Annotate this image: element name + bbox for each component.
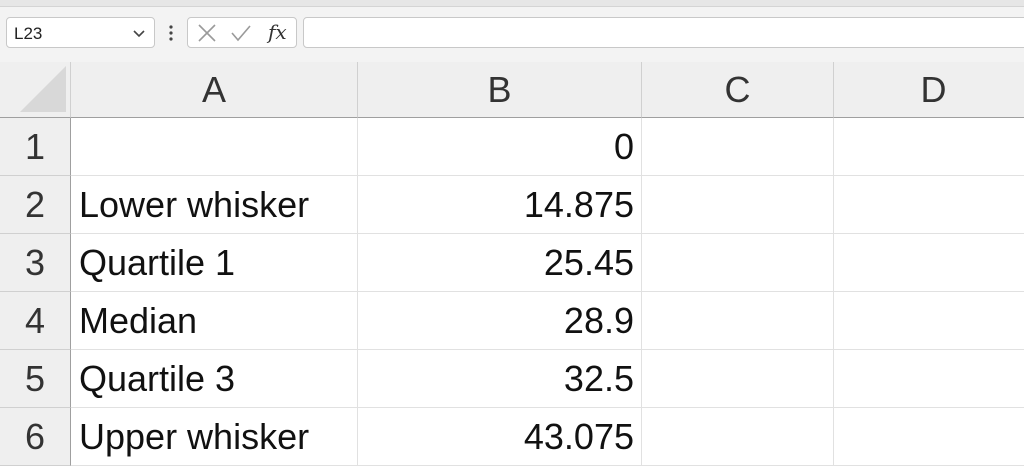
column-header-d[interactable]: D xyxy=(834,62,1024,118)
row-header-5[interactable]: 5 xyxy=(0,350,71,408)
cell-d6[interactable] xyxy=(834,408,1024,466)
name-box[interactable]: L23 xyxy=(6,17,155,48)
cell-d2[interactable] xyxy=(834,176,1024,234)
cell-d5[interactable] xyxy=(834,350,1024,408)
cell-c5[interactable] xyxy=(642,350,834,408)
formula-bar: L23 fx xyxy=(0,7,1024,62)
cell-b3[interactable]: 25.45 xyxy=(358,234,642,292)
name-box-value: L23 xyxy=(14,24,43,43)
cell-a6[interactable]: Upper whisker xyxy=(71,408,358,466)
formula-buttons: fx xyxy=(187,17,297,48)
cell-a3[interactable]: Quartile 1 xyxy=(71,234,358,292)
select-all-corner[interactable] xyxy=(0,62,71,118)
column-header-b[interactable]: B xyxy=(358,62,642,118)
spreadsheet-grid: A B C D 1 0 2 Lower whisker 14.875 3 Qua… xyxy=(0,62,1024,466)
cell-d4[interactable] xyxy=(834,292,1024,350)
row-header-2[interactable]: 2 xyxy=(0,176,71,234)
column-header-c[interactable]: C xyxy=(642,62,834,118)
cell-a5[interactable]: Quartile 3 xyxy=(71,350,358,408)
cell-b4[interactable]: 28.9 xyxy=(358,292,642,350)
cell-a4[interactable]: Median xyxy=(71,292,358,350)
cell-d3[interactable] xyxy=(834,234,1024,292)
cell-b1[interactable]: 0 xyxy=(358,118,642,176)
more-vertical-icon[interactable] xyxy=(164,22,178,44)
cell-c3[interactable] xyxy=(642,234,834,292)
enter-icon[interactable] xyxy=(230,23,252,43)
cell-c6[interactable] xyxy=(642,408,834,466)
window-top-edge xyxy=(0,0,1024,7)
formula-input[interactable] xyxy=(303,17,1024,48)
column-header-a[interactable]: A xyxy=(71,62,358,118)
row-header-3[interactable]: 3 xyxy=(0,234,71,292)
cell-d1[interactable] xyxy=(834,118,1024,176)
cell-b6[interactable]: 43.075 xyxy=(358,408,642,466)
cell-c4[interactable] xyxy=(642,292,834,350)
cell-c1[interactable] xyxy=(642,118,834,176)
row-header-4[interactable]: 4 xyxy=(0,292,71,350)
row-header-1[interactable]: 1 xyxy=(0,118,71,176)
select-all-icon xyxy=(20,66,66,112)
chevron-down-icon[interactable] xyxy=(132,26,146,40)
function-icon[interactable]: fx xyxy=(268,20,287,44)
cell-b5[interactable]: 32.5 xyxy=(358,350,642,408)
cell-a1[interactable] xyxy=(71,118,358,176)
row-header-6[interactable]: 6 xyxy=(0,408,71,466)
cell-c2[interactable] xyxy=(642,176,834,234)
cancel-icon[interactable] xyxy=(196,23,218,43)
cell-a2[interactable]: Lower whisker xyxy=(71,176,358,234)
cell-b2[interactable]: 14.875 xyxy=(358,176,642,234)
